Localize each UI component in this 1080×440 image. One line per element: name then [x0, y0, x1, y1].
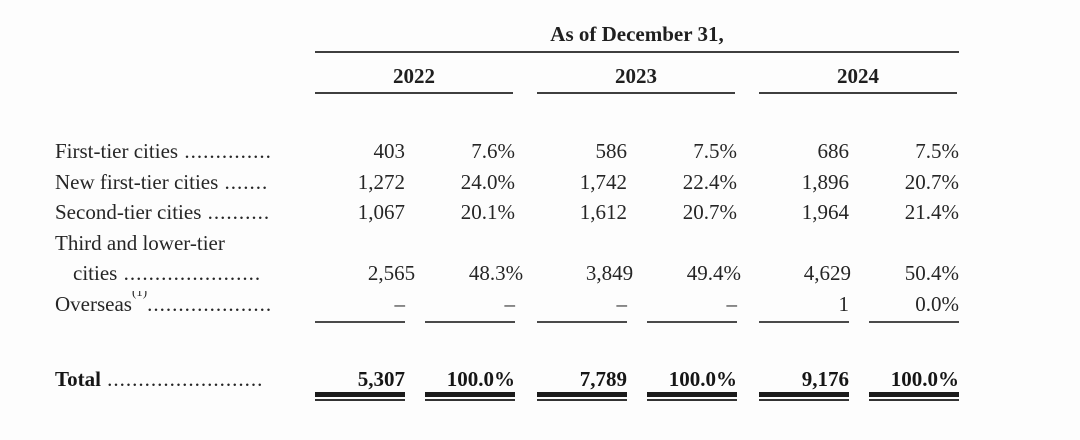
total-value-cell: 100.0%: [668, 367, 737, 391]
table-row: cities ...................... 2,565 48.3…: [55, 260, 959, 286]
table-row: New first-tier cities ....... 1,272 24.0…: [55, 169, 959, 195]
year-rule-2022: [315, 92, 513, 94]
footnote-marker: (1): [131, 291, 148, 299]
row-label-text: Overseas: [55, 292, 132, 316]
value-cell: 1,896: [801, 170, 849, 194]
row-label: Second-tier cities ..........: [55, 199, 315, 225]
value-cell: 1,742: [579, 170, 627, 194]
row-label: Overseas(1)....................: [55, 291, 315, 317]
table-row: Overseas(1).................... – – – – …: [55, 291, 959, 317]
total-row: Total ......................... 5,307 10…: [55, 366, 959, 392]
double-rule: [315, 392, 405, 401]
value-cell: 7.5%: [693, 139, 737, 163]
value-cell: 22.4%: [682, 170, 737, 194]
table-row: Second-tier cities .......... 1,067 20.1…: [55, 199, 959, 225]
row-label-text: New first-tier cities: [55, 170, 219, 194]
dot-leader: .......: [218, 170, 269, 194]
value-cell: 21.4%: [904, 200, 959, 224]
year-header-2022: 2022: [393, 64, 435, 88]
table-row: Third and lower-tier: [55, 230, 959, 256]
table-row: First-tier cities .............. 403 7.6…: [55, 138, 959, 164]
value-cell: 7.5%: [915, 139, 959, 163]
row-label-text: Third and lower-tier: [55, 231, 225, 255]
column-rule: [425, 321, 515, 323]
double-rule: [537, 392, 627, 401]
value-cell: –: [394, 292, 406, 316]
row-label-text: First-tier cities: [55, 139, 179, 163]
total-value-cell: 100.0%: [890, 367, 959, 391]
value-cell: 2,565: [367, 261, 416, 285]
total-value-cell: 100.0%: [446, 367, 515, 391]
value-cell: 403: [373, 139, 406, 163]
value-cell: 20.1%: [460, 200, 515, 224]
dot-leader: .........................: [100, 367, 264, 391]
double-rule: [869, 392, 959, 401]
subtotal-rules: [315, 321, 959, 323]
row-label: First-tier cities ..............: [55, 138, 315, 164]
value-cell: –: [616, 292, 628, 316]
row-label: New first-tier cities .......: [55, 169, 315, 195]
value-cell: –: [726, 292, 738, 316]
value-cell: 1,612: [579, 200, 627, 224]
table-title: As of December 31,: [550, 22, 724, 46]
value-cell: 50.4%: [904, 261, 959, 285]
dot-leader: ..........: [201, 200, 271, 224]
total-label-text: Total: [55, 367, 101, 391]
value-cell: 686: [817, 139, 850, 163]
value-cell: 1,964: [801, 200, 849, 224]
value-cell: 24.0%: [460, 170, 515, 194]
dot-leader: ..............: [178, 139, 272, 163]
column-rule: [537, 321, 627, 323]
row-label: Total .........................: [55, 366, 315, 392]
value-cell: 586: [595, 139, 628, 163]
value-cell: 20.7%: [682, 200, 737, 224]
value-cell: 7.6%: [471, 139, 515, 163]
column-rule: [759, 321, 849, 323]
double-rule: [425, 392, 515, 401]
column-rule: [869, 321, 959, 323]
row-label: cities ......................: [55, 260, 327, 286]
column-rule: [647, 321, 737, 323]
year-header-2024: 2024: [837, 64, 879, 88]
value-cell: 0.0%: [915, 292, 959, 316]
value-cell: 3,849: [585, 261, 634, 285]
year-rule-2024: [759, 92, 957, 94]
value-cell: 4,629: [803, 261, 851, 285]
dot-leader: ......................: [117, 261, 262, 285]
value-cell: 1,272: [357, 170, 405, 194]
double-rule: [647, 392, 737, 401]
double-rule: [759, 392, 849, 401]
column-rule: [315, 321, 405, 323]
total-value-cell: 5,307: [357, 367, 405, 391]
value-cell: 49.4%: [686, 261, 742, 285]
total-value-cell: 7,789: [579, 367, 627, 391]
title-rule: [315, 51, 959, 53]
total-value-cell: 9,176: [801, 367, 849, 391]
value-cell: –: [504, 292, 516, 316]
total-double-rules: [315, 392, 959, 401]
row-label-text: cities: [73, 261, 118, 285]
row-label-text: Second-tier cities: [55, 200, 202, 224]
year-rule-2023: [537, 92, 735, 94]
value-cell: 20.7%: [904, 170, 959, 194]
year-header-2023: 2023: [615, 64, 657, 88]
value-cell: 48.3%: [468, 261, 524, 285]
value-cell: 1,067: [357, 200, 405, 224]
dot-leader: ....................: [147, 292, 273, 316]
value-cell: 1: [838, 292, 850, 316]
row-label: Third and lower-tier: [55, 230, 315, 256]
